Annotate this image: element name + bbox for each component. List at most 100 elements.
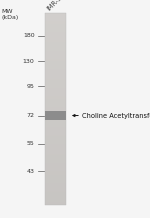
Bar bbox=[45, 19, 66, 21]
Bar bbox=[45, 118, 66, 120]
Bar bbox=[45, 187, 66, 189]
Bar bbox=[45, 203, 66, 205]
Text: 72: 72 bbox=[27, 113, 34, 118]
Bar bbox=[45, 126, 66, 128]
Bar bbox=[45, 37, 66, 39]
Bar bbox=[45, 160, 66, 162]
Bar bbox=[45, 184, 66, 186]
Bar bbox=[45, 18, 66, 19]
Bar bbox=[45, 168, 66, 170]
Bar bbox=[45, 13, 66, 15]
Bar bbox=[45, 166, 66, 168]
Bar bbox=[45, 170, 66, 171]
Bar bbox=[45, 53, 66, 55]
Bar bbox=[45, 111, 66, 120]
Bar bbox=[45, 27, 66, 29]
Bar bbox=[45, 128, 66, 130]
Bar bbox=[45, 107, 66, 109]
Bar bbox=[45, 62, 66, 64]
Bar bbox=[45, 139, 66, 141]
Bar bbox=[45, 26, 66, 27]
Bar bbox=[45, 77, 66, 79]
Bar bbox=[45, 14, 66, 16]
Bar bbox=[45, 78, 66, 80]
Bar bbox=[45, 38, 66, 40]
Bar bbox=[45, 155, 66, 157]
Bar bbox=[45, 125, 66, 127]
Bar bbox=[45, 83, 66, 85]
Bar bbox=[45, 110, 66, 112]
Text: 95: 95 bbox=[27, 84, 34, 89]
Bar bbox=[45, 35, 66, 37]
Bar bbox=[45, 45, 66, 47]
Bar bbox=[45, 70, 66, 72]
Bar bbox=[45, 134, 66, 136]
Bar bbox=[45, 122, 66, 123]
Bar bbox=[45, 200, 66, 202]
Bar bbox=[45, 13, 66, 205]
Text: 55: 55 bbox=[27, 141, 34, 146]
Bar bbox=[45, 152, 66, 154]
Bar bbox=[45, 142, 66, 144]
Text: IMR-32: IMR-32 bbox=[45, 0, 66, 12]
Bar bbox=[45, 46, 66, 48]
Bar bbox=[45, 198, 66, 200]
Bar bbox=[45, 109, 66, 111]
Bar bbox=[45, 201, 66, 203]
Bar bbox=[45, 123, 66, 125]
Bar bbox=[45, 147, 66, 149]
Text: Choline Acetyltransferase: Choline Acetyltransferase bbox=[82, 112, 150, 119]
Bar bbox=[45, 34, 66, 36]
Bar bbox=[45, 74, 66, 75]
Bar bbox=[45, 67, 66, 69]
Bar bbox=[45, 16, 66, 18]
Text: MW
(kDa): MW (kDa) bbox=[2, 9, 19, 20]
Text: 130: 130 bbox=[23, 59, 34, 63]
Bar bbox=[45, 40, 66, 42]
Bar bbox=[45, 115, 66, 117]
Bar bbox=[45, 61, 66, 63]
Bar bbox=[45, 162, 66, 163]
Bar bbox=[45, 179, 66, 181]
Bar bbox=[45, 144, 66, 146]
Bar bbox=[45, 174, 66, 176]
Bar bbox=[45, 64, 66, 66]
Bar bbox=[45, 99, 66, 101]
Bar bbox=[45, 102, 66, 104]
Bar bbox=[45, 197, 66, 199]
Bar bbox=[45, 56, 66, 58]
Bar bbox=[45, 120, 66, 122]
Bar bbox=[45, 90, 66, 91]
Text: 180: 180 bbox=[23, 34, 34, 38]
Bar bbox=[45, 149, 66, 151]
Bar bbox=[45, 173, 66, 175]
Bar bbox=[45, 80, 66, 82]
Bar bbox=[45, 186, 66, 187]
Bar bbox=[45, 88, 66, 90]
Bar bbox=[45, 136, 66, 138]
Bar bbox=[45, 171, 66, 173]
Bar bbox=[45, 106, 66, 107]
Bar bbox=[45, 29, 66, 31]
Bar bbox=[45, 117, 66, 119]
Bar bbox=[45, 190, 66, 192]
Bar bbox=[45, 85, 66, 87]
Bar bbox=[45, 165, 66, 167]
Bar bbox=[45, 48, 66, 50]
Bar bbox=[45, 181, 66, 182]
Text: 43: 43 bbox=[27, 169, 34, 174]
Bar bbox=[45, 96, 66, 98]
Bar bbox=[45, 98, 66, 99]
Bar bbox=[45, 158, 66, 160]
Bar bbox=[45, 86, 66, 88]
Bar bbox=[45, 75, 66, 77]
Bar bbox=[45, 146, 66, 147]
Bar bbox=[45, 82, 66, 83]
Bar bbox=[45, 58, 66, 60]
Bar bbox=[45, 32, 66, 34]
Bar bbox=[45, 112, 66, 114]
Bar bbox=[45, 176, 66, 178]
Bar bbox=[45, 22, 66, 24]
Bar bbox=[45, 31, 66, 32]
Bar bbox=[45, 43, 66, 45]
